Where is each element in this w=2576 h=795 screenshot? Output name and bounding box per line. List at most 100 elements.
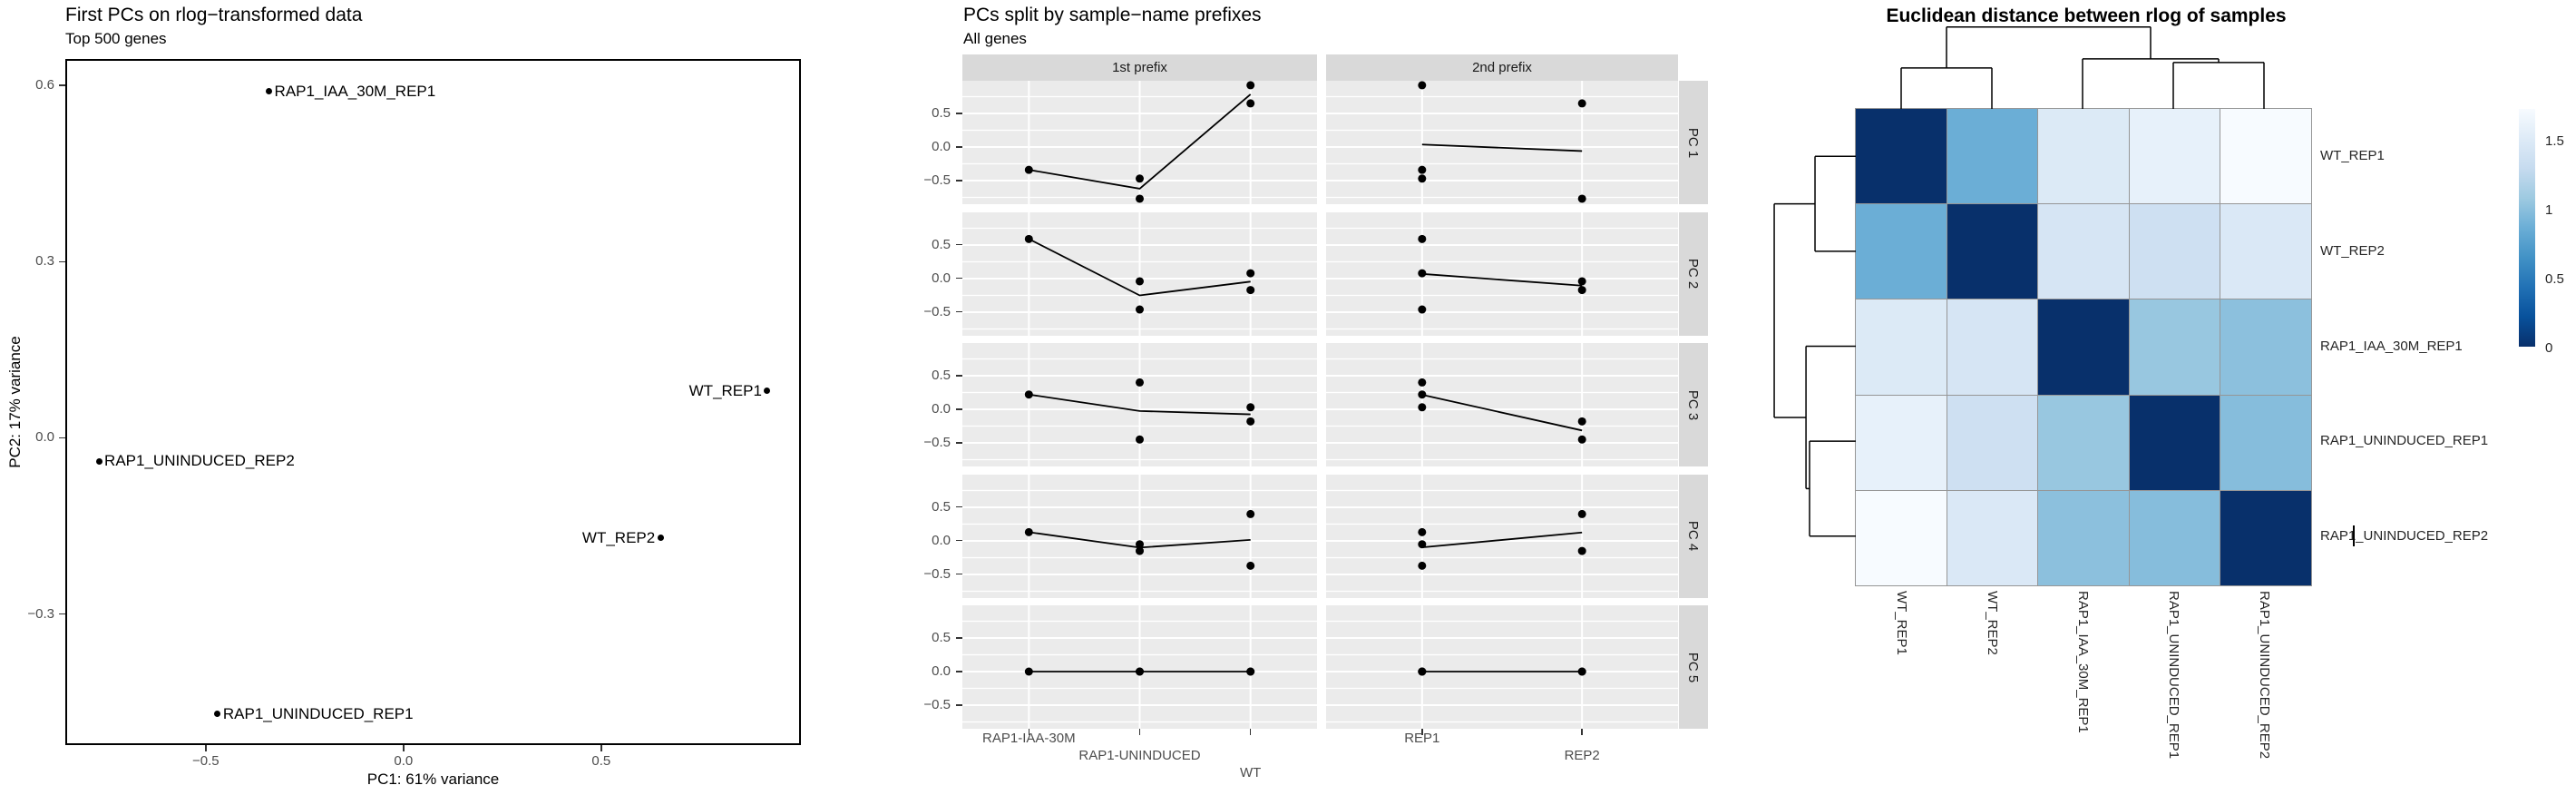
- pc-point: [1577, 435, 1586, 444]
- pca-point: [657, 535, 664, 542]
- pc-point: [1024, 667, 1033, 676]
- pca-y-axis-title-wrap: PC2: 17% variance: [0, 59, 31, 745]
- pc-point: [1418, 81, 1427, 90]
- pc-point: [1577, 99, 1586, 108]
- facet-y-tick-label: 0.0: [932, 139, 951, 154]
- pca-x-tick-label: −0.5: [191, 753, 220, 769]
- pc-point: [1418, 539, 1427, 548]
- pca-y-tick-mark: [59, 437, 65, 439]
- pc-point: [1418, 527, 1427, 536]
- facet-y-tick-mark: [956, 277, 962, 280]
- pc-point: [1136, 174, 1144, 183]
- heatmap-cell: [1856, 395, 1947, 490]
- pc-point: [1246, 269, 1255, 278]
- pca-point-label: WT_REP1: [688, 381, 762, 399]
- pca-point: [764, 388, 771, 395]
- facet-y-tick-mark: [956, 408, 962, 410]
- pc-point: [1136, 667, 1144, 676]
- heatmap-legend-tick-label: 1.5: [2545, 132, 2564, 149]
- pc-point: [1418, 305, 1427, 314]
- facet-y-tick-mark: [956, 243, 962, 246]
- pca-y-tick-label: −0.3: [27, 605, 54, 622]
- facet-y-tick-label: 0.0: [932, 663, 951, 679]
- pc-point: [1418, 174, 1427, 183]
- heatmap-cell: [1856, 299, 1947, 395]
- pc-point: [1577, 276, 1586, 285]
- facet-y-tick-mark: [956, 310, 962, 313]
- pca-y-tick-mark: [59, 613, 65, 615]
- heatmap-col-label: WT_REP2: [1985, 591, 2000, 655]
- facet-y-tick-mark: [956, 637, 962, 639]
- pca-x-tick-label: 0.5: [591, 753, 611, 769]
- facet-y-tick-label: −0.5: [923, 435, 951, 450]
- pc-point: [1418, 403, 1427, 412]
- heatmap-cell: [2038, 299, 2129, 395]
- facet-panel: [962, 474, 1317, 598]
- heatmap-cell: [2038, 109, 2129, 204]
- facet-y-tick-label: 0.5: [932, 368, 951, 383]
- pca-point-label: RAP1_UNINDUCED_REP1: [222, 704, 414, 722]
- facet-y-tick-mark: [956, 704, 962, 706]
- pc-point: [1024, 165, 1033, 174]
- facet-panel-svg: [962, 81, 1317, 204]
- heatmap-col-label: RAP1_UNINDUCED_REP2: [2257, 591, 2272, 760]
- mean-line: [1029, 93, 1252, 190]
- pc-point: [1246, 561, 1255, 570]
- facet-col-strip-label: 1st prefix: [1112, 60, 1167, 75]
- facet-y-tick-mark: [956, 146, 962, 148]
- facet-y-tick-label: −0.5: [923, 565, 951, 582]
- facet-subtitle: All genes: [963, 30, 1027, 47]
- pc-point: [1024, 234, 1033, 243]
- pc-point: [1418, 234, 1427, 243]
- pc-point: [1246, 81, 1255, 90]
- facet-y-tick-label: 0.5: [932, 630, 951, 645]
- pca-y-tick-label: 0.0: [35, 429, 54, 446]
- facet-y-tick-label: −0.5: [923, 697, 951, 712]
- heatmap-cell: [1947, 490, 2038, 585]
- pca-x-tick-label: 0.0: [394, 753, 414, 769]
- facet-panel: [1326, 343, 1678, 466]
- pc-point: [1418, 269, 1427, 278]
- facet-y-tick-mark: [956, 539, 962, 542]
- heatmap-row-label: RAP1_UNINDUCED_REP1: [2320, 433, 2489, 449]
- facet-row-strip-label: PC 3: [1685, 389, 1702, 420]
- pc-point: [1577, 194, 1586, 203]
- pc-point: [1418, 667, 1427, 676]
- facet-y-tick-label: −0.5: [923, 303, 951, 319]
- heatmap-title: Euclidean distance between rlog of sampl…: [1886, 5, 2287, 26]
- pc-point: [1136, 194, 1144, 203]
- facet-panel-svg: [1326, 81, 1678, 204]
- heatmap-cell: [1947, 204, 2038, 299]
- facet-panel: [1326, 81, 1678, 204]
- facet-panel-svg: [962, 474, 1317, 598]
- facet-row-strip-label: PC 4: [1685, 520, 1702, 552]
- facet-panel: [962, 605, 1317, 729]
- pc-point: [1246, 99, 1255, 108]
- heatmap-legend-tick-label: 0.5: [2545, 270, 2564, 287]
- pca-title: First PCs on rlog−transformed data: [65, 5, 363, 25]
- heatmap-row-label: WT_REP2: [2320, 242, 2385, 259]
- facet-y-tick-label: 0.5: [932, 236, 951, 252]
- facet-panel-svg: [1326, 605, 1678, 729]
- pca-x-tick-mark: [205, 745, 207, 751]
- pc-point: [1577, 509, 1586, 518]
- facet-panel-svg: [962, 211, 1317, 336]
- pca-subtitle: Top 500 genes: [65, 30, 167, 47]
- facet-panel: [1326, 605, 1678, 729]
- facet-x-tick-mark: [1028, 729, 1030, 735]
- heatmap-legend-tick-label: 1: [2545, 201, 2553, 218]
- heatmap-cell: [2129, 109, 2220, 204]
- facet-y-tick-label: 0.0: [932, 270, 951, 286]
- pc-point: [1246, 667, 1255, 676]
- pc-point: [1418, 165, 1427, 174]
- pca-y-tick-label: 0.3: [35, 253, 54, 270]
- heatmap-cell: [2220, 299, 2311, 395]
- heatmap-cell: [2220, 204, 2311, 299]
- facet-panel: [1326, 474, 1678, 598]
- heatmap-col-label: RAP1_UNINDUCED_REP1: [2166, 591, 2181, 760]
- heatmap-cell: [2129, 299, 2220, 395]
- facet-panel-svg: [1326, 474, 1678, 598]
- heatmap-cell: [2220, 109, 2311, 204]
- pc-point: [1577, 417, 1586, 426]
- facet-x-tick-mark: [1249, 729, 1252, 735]
